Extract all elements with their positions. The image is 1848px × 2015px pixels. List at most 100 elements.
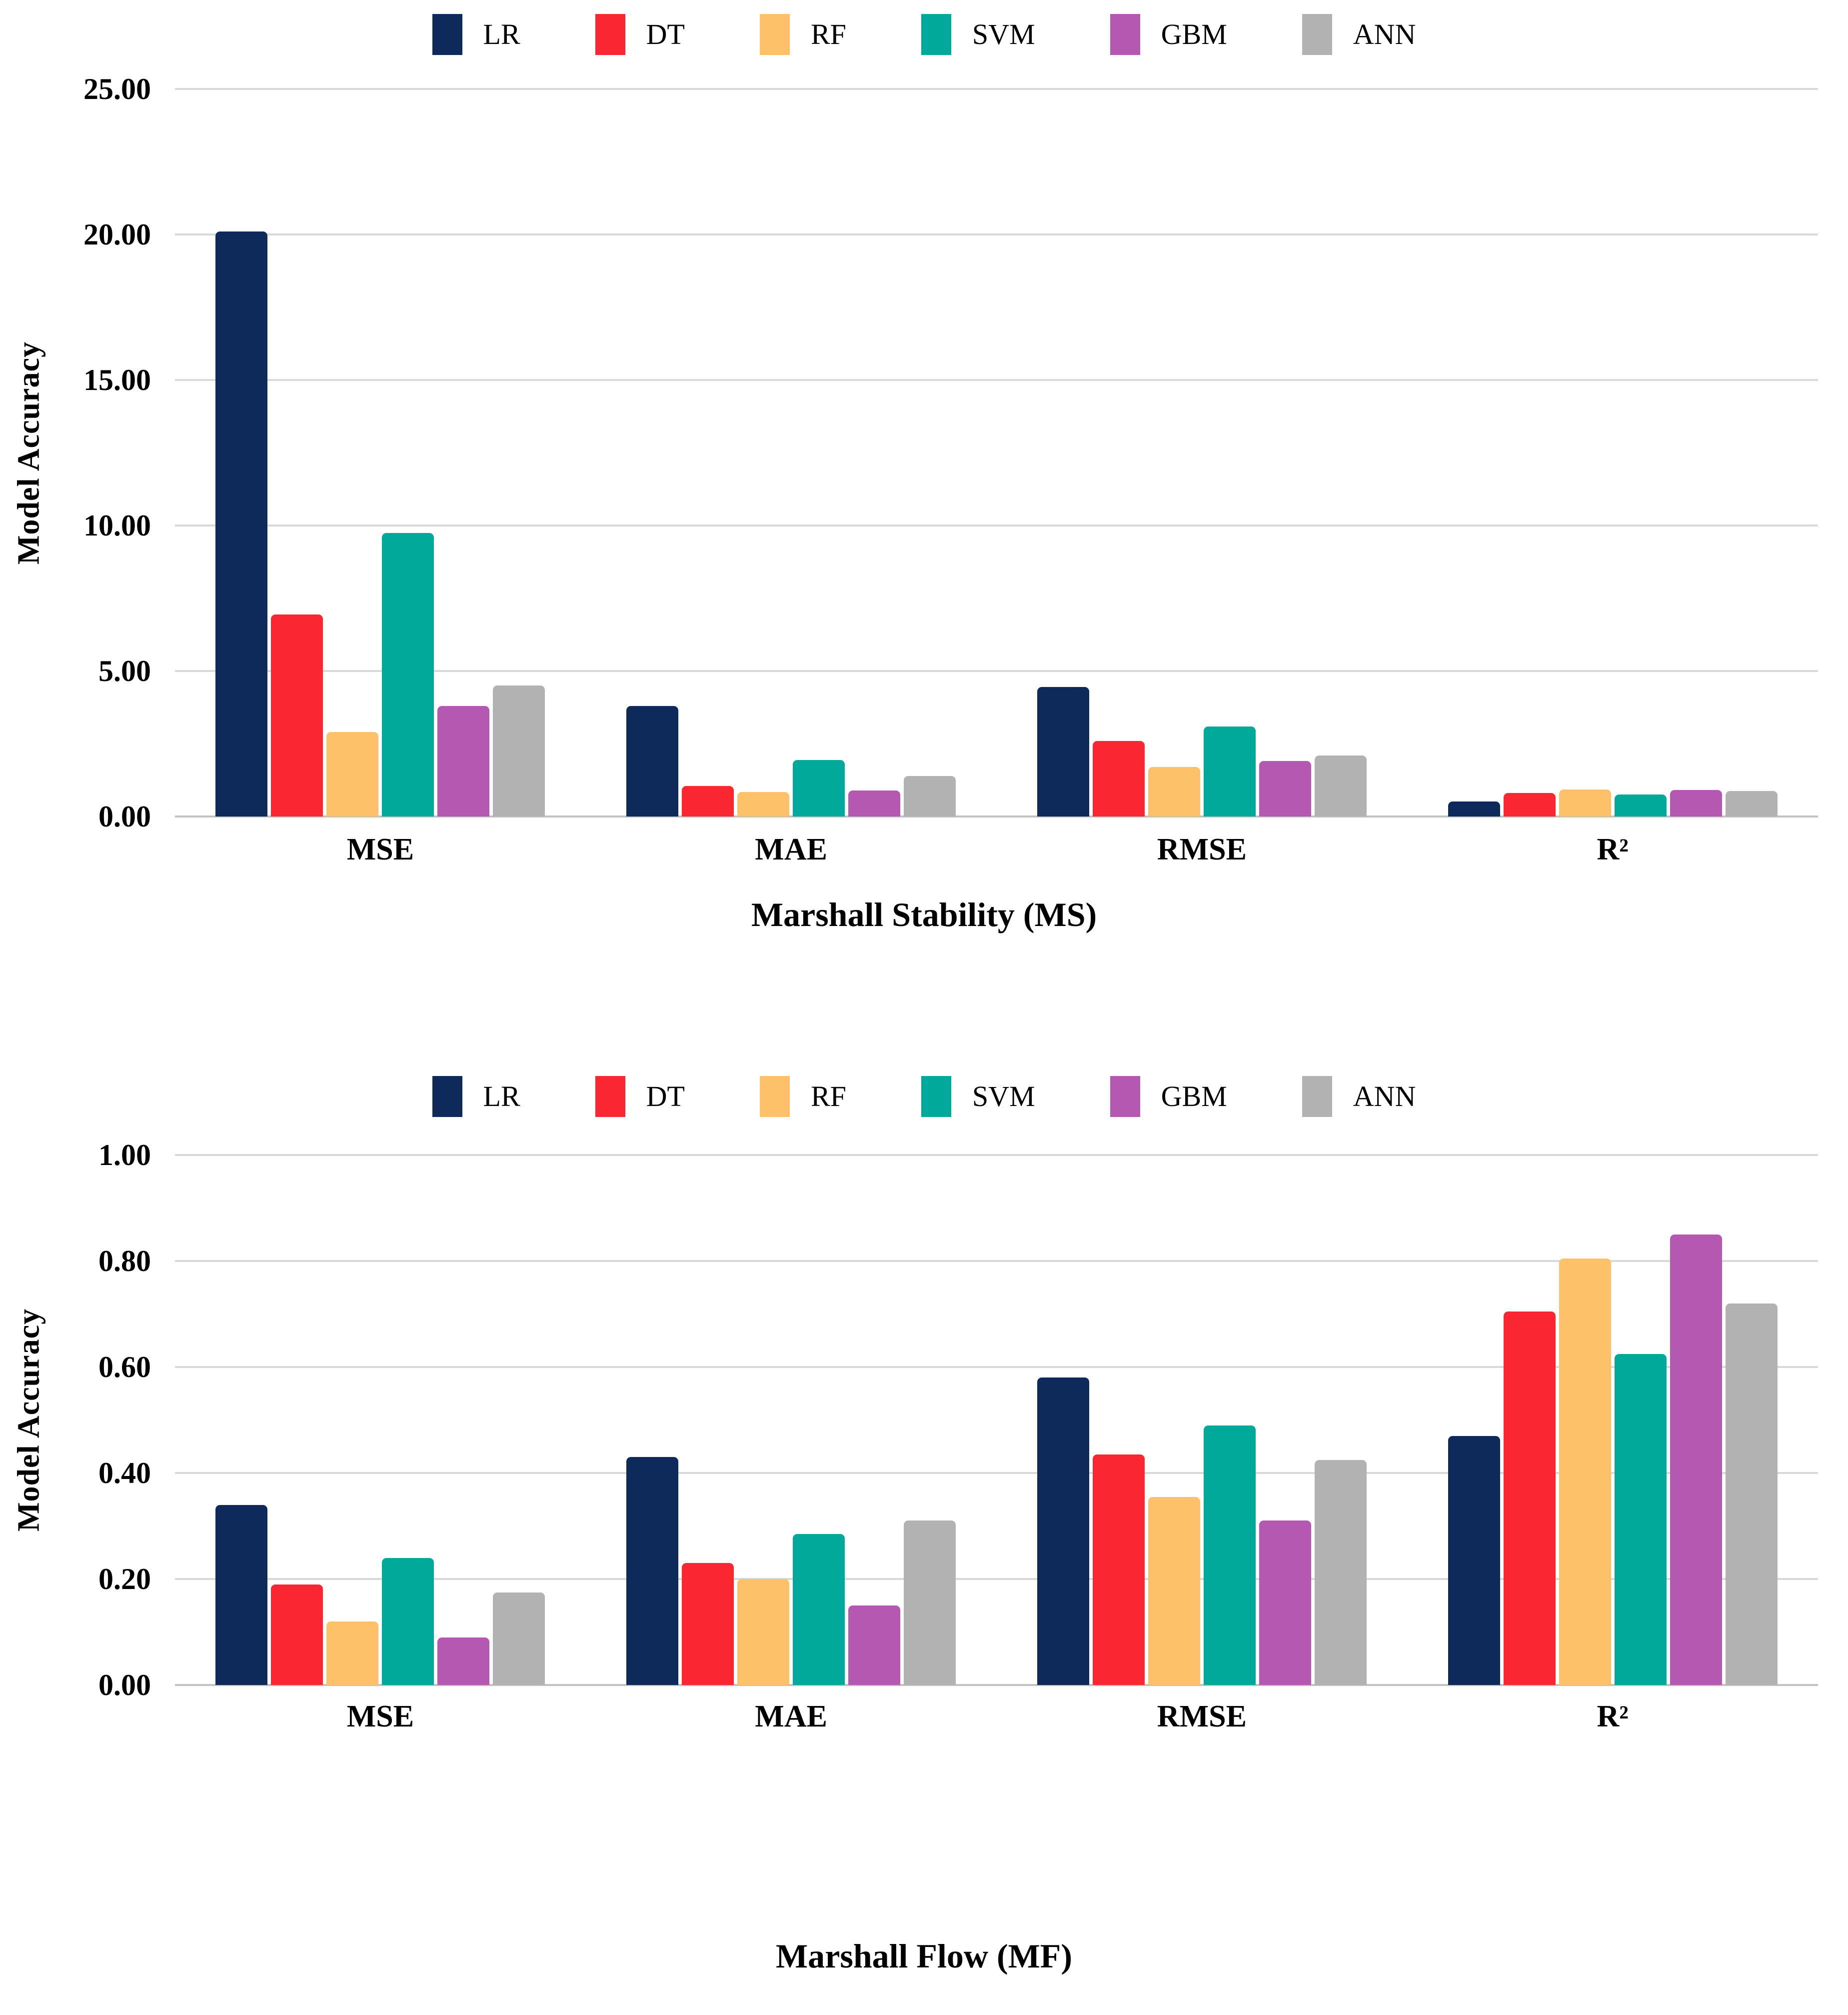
legend-item-ANN: ANN <box>1302 14 1416 55</box>
legend-label-SVM: SVM <box>972 18 1035 50</box>
legend-item-GBM: GBM <box>1110 1076 1227 1117</box>
bar-group-RMSE <box>997 1155 1408 1685</box>
bar-RMSE-LR <box>1037 1378 1089 1685</box>
legend-item-RF: RF <box>759 1076 846 1117</box>
legend-label-GBM: GBM <box>1161 1080 1227 1112</box>
bar-group-MAE <box>586 89 997 816</box>
gridline-0.60 <box>175 1366 1818 1368</box>
legend-swatch-ANN <box>1302 14 1332 55</box>
x-category-MSE: MSE <box>346 1700 414 1734</box>
x-axis-categories: MSE MAE RMSE R² <box>175 1701 1818 1732</box>
bar-group-R² <box>1407 1155 1818 1685</box>
y-tick-1.00: 1.00 <box>98 1138 151 1172</box>
x-category-MSE: MSE <box>346 832 414 866</box>
gridline-0.80 <box>175 1260 1818 1262</box>
bar-MAE-DT <box>682 786 734 816</box>
bar-RMSE-RF <box>1148 1496 1200 1685</box>
plot-area: 1.00 0.80 0.60 0.40 0.20 0.00 <box>98 1140 1818 1700</box>
bar-MAE-RF <box>737 792 790 816</box>
bar-R²-LR <box>1448 1436 1500 1685</box>
legend-swatch-SVM <box>921 1076 951 1117</box>
bar-R²-ANN <box>1725 1303 1778 1685</box>
y-tick-0.40: 0.40 <box>98 1456 151 1490</box>
gridline-0.40 <box>175 1472 1818 1474</box>
bar-MSE-LR <box>215 1504 268 1685</box>
y-tick-20.00: 20.00 <box>83 218 151 251</box>
y-tick-0.80: 0.80 <box>98 1244 151 1278</box>
gridline-20.00 <box>175 234 1818 236</box>
bar-R²-ANN <box>1725 790 1778 816</box>
bar-MSE-GBM <box>437 1637 490 1685</box>
legend-label-RF: RF <box>810 1080 846 1112</box>
gridline-0.00 <box>175 1684 1818 1686</box>
bar-MSE-ANN <box>493 1592 545 1685</box>
legend-item-LR: LR <box>432 1076 520 1117</box>
legend-label-SVM: SVM <box>972 1080 1035 1112</box>
legend-swatch-GBM <box>1110 14 1140 55</box>
bar-R²-LR <box>1448 802 1500 816</box>
x-axis-categories: MSE MAE RMSE R² <box>175 834 1818 865</box>
y-tick-0.00: 0.00 <box>98 800 151 833</box>
legend-swatch-RF <box>759 1076 790 1117</box>
bar-RMSE-DT <box>1092 1454 1145 1685</box>
legend-label-DT: DT <box>646 18 685 50</box>
legend-label-LR: LR <box>483 18 520 50</box>
bar-MSE-RF <box>326 1621 379 1685</box>
legend-item-ANN: ANN <box>1302 1076 1416 1117</box>
gridline-25.00 <box>175 88 1818 90</box>
legend-swatch-LR <box>432 14 462 55</box>
bar-RMSE-ANN <box>1314 1460 1367 1685</box>
y-tick-15.00: 15.00 <box>83 364 151 396</box>
bar-R²-GBM <box>1670 1234 1722 1685</box>
bar-RMSE-GBM <box>1259 761 1311 816</box>
bar-MAE-GBM <box>848 790 901 816</box>
legend-item-DT: DT <box>595 14 685 55</box>
bar-MSE-DT <box>271 614 323 816</box>
legend-item-GBM: GBM <box>1110 14 1227 55</box>
bar-MAE-GBM <box>848 1606 901 1685</box>
gridline-5.00 <box>175 670 1818 672</box>
gridline-15.00 <box>175 379 1818 381</box>
bar-MAE-DT <box>682 1563 734 1685</box>
bar-group-MSE <box>175 1155 586 1685</box>
legend-label-GBM: GBM <box>1161 18 1227 50</box>
bar-MSE-GBM <box>437 706 490 816</box>
bar-MAE-SVM <box>793 760 845 816</box>
y-tick-0.60: 0.60 <box>98 1350 151 1384</box>
plot-area: 25.00 20.00 15.00 10.00 5.00 0.00 <box>83 74 1818 832</box>
gridline-10.00 <box>175 524 1818 526</box>
legend-label-ANN: ANN <box>1353 1080 1416 1112</box>
legend: LR DT RF SVM GBM ANN <box>0 1076 1848 1117</box>
legend-swatch-ANN <box>1302 1076 1332 1117</box>
bar-RMSE-ANN <box>1314 755 1367 816</box>
bar-MSE-ANN <box>493 686 545 816</box>
legend-swatch-GBM <box>1110 1076 1140 1117</box>
y-tick-5.00: 5.00 <box>98 654 151 688</box>
legend-item-RF: RF <box>759 14 846 55</box>
y-axis-label: Model Accuracy <box>11 1308 46 1532</box>
chart-title: Marshall Flow (MF) <box>776 1937 1072 1975</box>
bar-MAE-LR <box>626 1457 679 1685</box>
bar-R²-DT <box>1503 1311 1556 1685</box>
legend-label-ANN: ANN <box>1353 18 1416 50</box>
bar-group-MAE <box>586 1155 997 1685</box>
y-tick-25.00: 25.00 <box>83 72 151 106</box>
bar-MSE-DT <box>271 1584 323 1685</box>
x-category-RMSE: RMSE <box>1157 832 1247 866</box>
bar-MAE-SVM <box>793 1534 845 1685</box>
x-category-MAE: MAE <box>755 1700 827 1734</box>
legend-swatch-SVM <box>921 14 951 55</box>
x-category-MAE: MAE <box>755 832 827 866</box>
legend-item-LR: LR <box>432 14 520 55</box>
bar-MSE-SVM <box>382 532 434 816</box>
bar-groups <box>175 1155 1818 1685</box>
bar-R²-RF <box>1559 1258 1611 1685</box>
legend-swatch-DT <box>595 1076 625 1117</box>
bar-MAE-RF <box>737 1579 790 1685</box>
legend-item-DT: DT <box>595 1076 685 1117</box>
bar-R²-SVM <box>1614 794 1667 816</box>
bar-RMSE-SVM <box>1203 1425 1256 1685</box>
chart-title: Marshall Stability (MS) <box>751 896 1097 934</box>
bar-R²-GBM <box>1670 790 1722 816</box>
